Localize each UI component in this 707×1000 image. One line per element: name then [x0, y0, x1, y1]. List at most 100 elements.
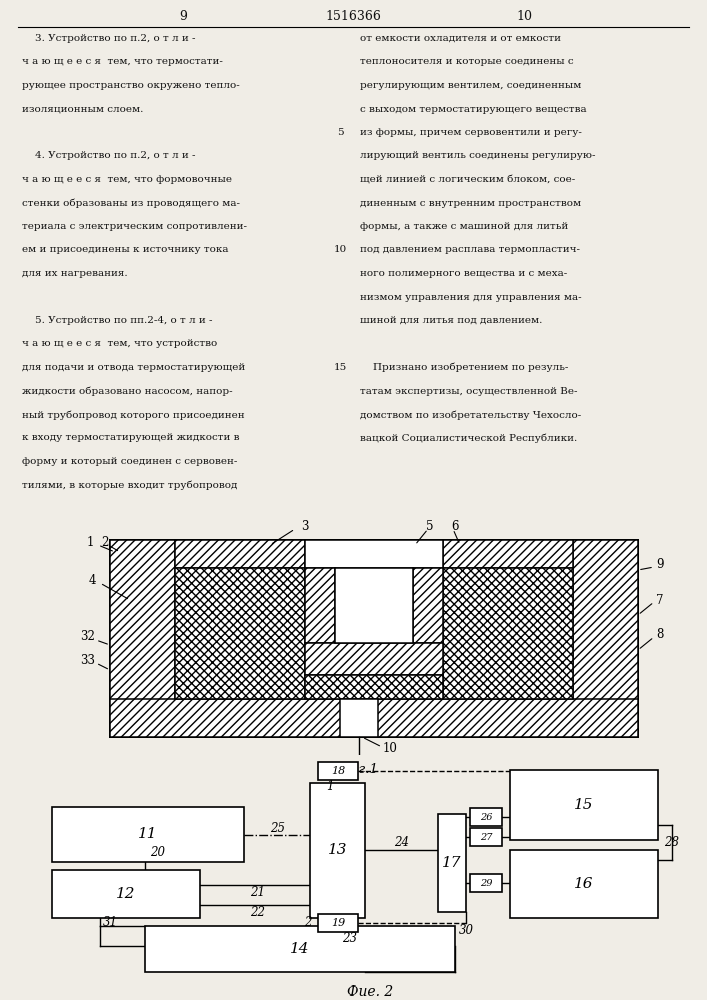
Text: ч а ю щ е е с я  тем, что устройство: ч а ю щ е е с я тем, что устройство [22, 340, 217, 349]
Text: татам экспертизы, осуществленной Ве-: татам экспертизы, осуществленной Ве- [360, 386, 578, 395]
Bar [310, 783, 365, 918]
Text: 25: 25 [271, 822, 286, 834]
Text: 12: 12 [116, 887, 136, 901]
Text: 5: 5 [337, 128, 344, 137]
Bar [145, 926, 455, 972]
Text: 32: 32 [81, 631, 95, 644]
Text: Фие. 2: Фие. 2 [347, 985, 393, 999]
Text: формы, а также с машиной для литьй: формы, а также с машиной для литьй [360, 222, 568, 231]
Polygon shape [413, 568, 443, 643]
Text: ного полимерного вещества и с меха-: ного полимерного вещества и с меха- [360, 269, 567, 278]
Text: вацкой Социалистической Республики.: вацкой Социалистической Республики. [360, 434, 577, 443]
Text: ем и присоединены к источнику тока: ем и присоединены к источнику тока [22, 245, 228, 254]
Polygon shape [305, 540, 443, 568]
Text: 6: 6 [451, 520, 459, 534]
Text: 1516366: 1516366 [325, 10, 381, 23]
Text: 20: 20 [151, 846, 165, 858]
Text: 10: 10 [516, 10, 532, 23]
Text: 22: 22 [250, 906, 266, 920]
Text: жидкости образовано насосом, напор-: жидкости образовано насосом, напор- [22, 386, 233, 396]
Text: 14: 14 [291, 942, 310, 956]
Polygon shape [175, 568, 305, 699]
Bar [470, 828, 502, 846]
Polygon shape [335, 568, 413, 643]
Text: теплоносителя и которые соединены с: теплоносителя и которые соединены с [360, 57, 573, 66]
Text: ный трубопровод которого присоединен: ный трубопровод которого присоединен [22, 410, 245, 420]
Bar [52, 807, 244, 862]
Text: рующее пространство окружено теплo-: рующее пространство окружено теплo- [22, 81, 240, 90]
Bar [52, 870, 200, 918]
Text: 19: 19 [331, 918, 345, 928]
Polygon shape [305, 675, 443, 699]
Text: 2: 2 [101, 536, 109, 550]
Text: домством по изобретательству Чехосло-: домством по изобретательству Чехосло- [360, 410, 581, 420]
Text: 4. Устройство по п.2, о т л и -: 4. Устройство по п.2, о т л и - [22, 151, 196, 160]
Polygon shape [573, 540, 638, 737]
Text: стенки образованы из проводящего ма-: стенки образованы из проводящего ма- [22, 198, 240, 208]
Text: низмом управления для управления ма-: низмом управления для управления ма- [360, 292, 582, 302]
Text: 5: 5 [426, 520, 434, 534]
Text: 29: 29 [480, 879, 492, 888]
Text: 10: 10 [382, 742, 397, 756]
Text: 3. Устройство по п.2, о т л и -: 3. Устройство по п.2, о т л и - [22, 34, 196, 43]
Text: 8: 8 [656, 629, 664, 642]
Text: из формы, причем сервовентили и регу-: из формы, причем сервовентили и регу- [360, 128, 582, 137]
Text: 27: 27 [480, 832, 492, 842]
Text: Фиг.1: Фиг.1 [339, 763, 378, 776]
Text: ч а ю щ е е с я  тем, что формовочные: ч а ю щ е е с я тем, что формовочные [22, 175, 232, 184]
Polygon shape [340, 699, 378, 737]
Text: 16: 16 [574, 877, 594, 891]
Text: тилями, в которые входит трубопровод: тилями, в которые входит трубопровод [22, 481, 238, 490]
Text: 17: 17 [443, 856, 462, 870]
Text: 5. Устройство по пп.2-4, о т л и -: 5. Устройство по пп.2-4, о т л и - [22, 316, 213, 325]
Text: 26: 26 [480, 812, 492, 822]
Bar [510, 770, 658, 840]
Bar [318, 914, 358, 932]
Polygon shape [443, 540, 573, 568]
Text: Признано изобретением по резуль-: Признано изобретением по резуль- [360, 363, 568, 372]
Text: териала с электрическим сопротивлени-: териала с электрическим сопротивлени- [22, 222, 247, 231]
Text: для подачи и отвода термостатирующей: для подачи и отвода термостатирующей [22, 363, 245, 372]
Text: 24: 24 [395, 836, 409, 848]
Polygon shape [175, 540, 305, 568]
Bar [470, 874, 502, 892]
Text: 23: 23 [342, 932, 358, 946]
Polygon shape [443, 568, 573, 699]
Text: шиной для литья под давлением.: шиной для литья под давлением. [360, 316, 542, 325]
Text: 3: 3 [301, 520, 309, 534]
Text: 4: 4 [88, 574, 95, 586]
Text: 15: 15 [574, 798, 594, 812]
Text: щей линией с логическим блоком, сое-: щей линией с логическим блоком, сое- [360, 175, 575, 184]
Text: 1: 1 [326, 780, 334, 794]
Polygon shape [110, 540, 175, 737]
Text: 11: 11 [139, 828, 158, 842]
Text: от емкости охладителя и от емкости: от емкости охладителя и от емкости [360, 34, 561, 43]
Text: для их нагревания.: для их нагревания. [22, 269, 128, 278]
Text: 13: 13 [328, 844, 347, 857]
Text: форму и который соединен с сервовен-: форму и который соединен с сервовен- [22, 457, 238, 466]
Bar [318, 762, 358, 780]
Text: к входу термостатирующей жидкости в: к входу термостатирующей жидкости в [22, 434, 240, 442]
Text: 2: 2 [304, 916, 312, 928]
Bar [438, 814, 466, 912]
Text: 9: 9 [179, 10, 187, 23]
Text: 1: 1 [86, 536, 94, 550]
Text: 10: 10 [334, 245, 346, 254]
Text: ч а ю щ е е с я  тем, что термостати-: ч а ю щ е е с я тем, что термостати- [22, 57, 223, 66]
Text: 15: 15 [334, 363, 346, 372]
Text: 30: 30 [459, 924, 474, 936]
Polygon shape [110, 699, 638, 737]
Text: 7: 7 [656, 593, 664, 606]
Text: с выходом термостатирующего вещества: с выходом термостатирующего вещества [360, 104, 587, 113]
Text: 33: 33 [81, 654, 95, 666]
Bar [470, 808, 502, 826]
Polygon shape [305, 643, 443, 675]
Polygon shape [305, 568, 335, 643]
Text: под давлением расплава термопластич-: под давлением расплава термопластич- [360, 245, 580, 254]
Text: 9: 9 [656, 558, 664, 572]
Text: 31: 31 [103, 916, 117, 928]
Text: лирующий вентиль соединены регулирую-: лирующий вентиль соединены регулирую- [360, 151, 595, 160]
Text: регулирующим вентилем, соединенным: регулирующим вентилем, соединенным [360, 81, 581, 90]
Text: 28: 28 [665, 836, 679, 848]
Text: 21: 21 [250, 886, 266, 900]
